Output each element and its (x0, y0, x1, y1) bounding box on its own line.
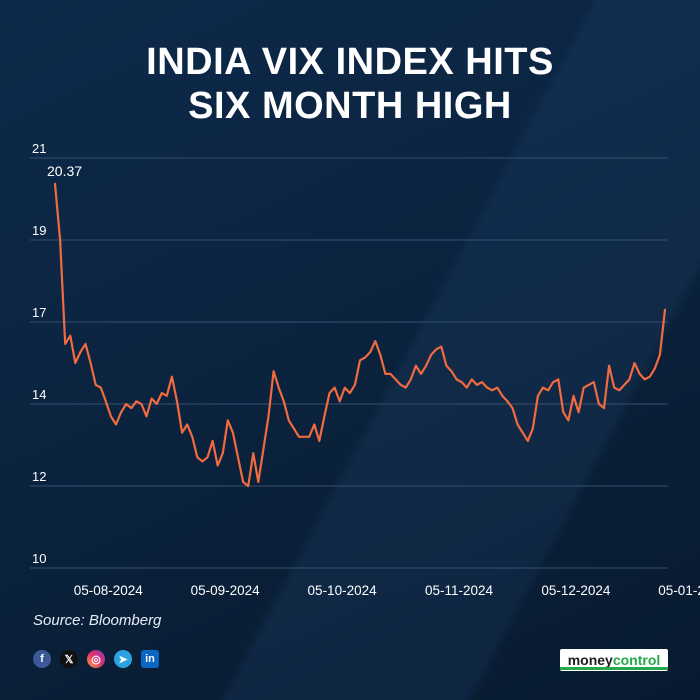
chart-title: INDIA VIX INDEX HITS SIX MONTH HIGH (0, 40, 700, 128)
y-tick-label: 10 (32, 551, 46, 566)
vix-series-line (53, 182, 667, 488)
logo-underline (560, 667, 668, 670)
chart-title-line-2: SIX MONTH HIGH (188, 85, 512, 127)
x-tick-label: 05-09-2024 (191, 583, 261, 598)
x-axis-tick-labels: 05-08-2024 05-09-2024 05-10-2024 05-11-2024… (74, 583, 700, 598)
x-tick-label: 05-08-2024 (74, 583, 144, 598)
x-tick-label: 05-01-2025 (658, 583, 700, 598)
data-annotations: 20.37 17.30 (47, 0, 700, 179)
data-label: 20.37 (47, 163, 82, 179)
y-tick-label: 17 (32, 305, 46, 320)
y-axis-tick-labels: 10 12 14 17 19 21 (32, 141, 46, 566)
x-tick-label: 05-12-2024 (541, 583, 611, 598)
y-tick-label: 21 (32, 141, 46, 156)
moneycontrol-logo: money control (560, 649, 668, 671)
source-note: Source: Bloomberg (33, 612, 162, 629)
y-tick-label: 19 (32, 223, 46, 238)
data-label: 17.30 (693, 0, 700, 3)
y-tick-label: 12 (32, 469, 46, 484)
instagram-icon[interactable]: ◎ (87, 650, 105, 668)
linkedin-icon[interactable]: in (141, 650, 159, 668)
logo-text-money: money (567, 652, 613, 668)
x-tick-label: 05-10-2024 (308, 583, 378, 598)
logo-text-control: control (612, 652, 661, 668)
facebook-icon[interactable]: f (33, 650, 51, 668)
telegram-icon[interactable]: ➤ (114, 650, 132, 668)
x-tick-label: 05-11-2024 (425, 583, 494, 598)
social-links: f 𝕏 ◎ ➤ in (33, 650, 159, 668)
y-tick-label: 14 (32, 387, 46, 402)
chart-title-line-1: INDIA VIX INDEX HITS (146, 41, 554, 83)
gridlines (30, 157, 668, 569)
x-icon[interactable]: 𝕏 (60, 650, 78, 668)
